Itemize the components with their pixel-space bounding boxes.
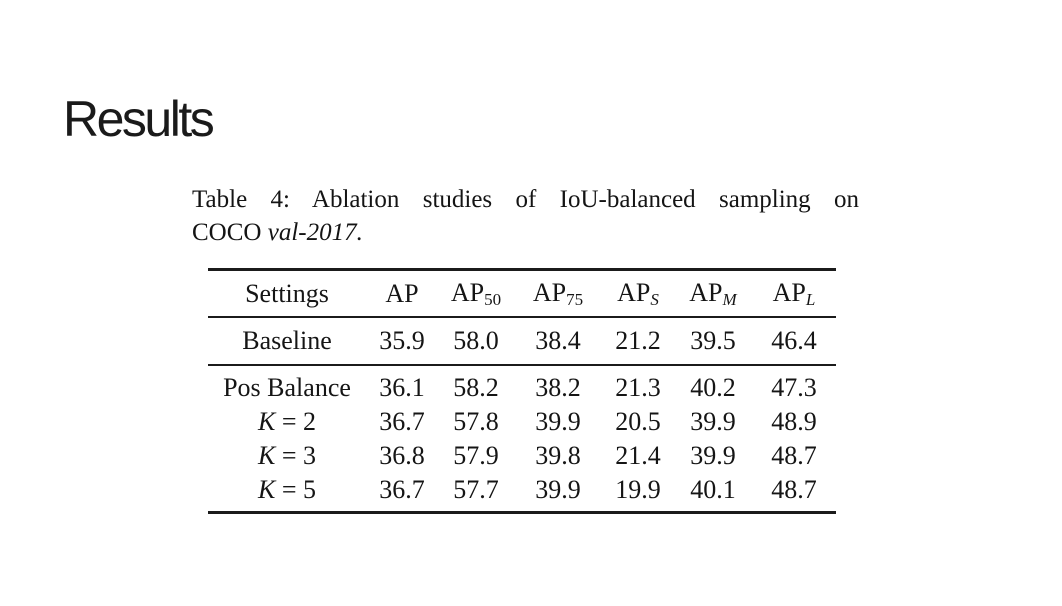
header-label: AP <box>689 277 723 307</box>
header-subscript: 75 <box>566 289 584 309</box>
header-label: AP <box>617 277 651 307</box>
table-cell: 40.2 <box>690 373 736 402</box>
caption-line-1: Table 4: Ablation studies of IoU-balance… <box>192 186 859 213</box>
table-cell: 35.9 <box>366 317 438 366</box>
table-cell: 48.9 <box>771 407 817 436</box>
table-cell: 36.7 <box>379 475 425 504</box>
header-subscript: 50 <box>484 289 502 309</box>
row-label-var: K <box>257 475 276 504</box>
table-cell: 57.9 <box>453 441 499 470</box>
table-cell: 39.9 <box>690 441 736 470</box>
row-label-text: Pos Balance <box>223 373 351 402</box>
row-label: K = 2 <box>208 405 366 439</box>
slide-title: Results <box>63 90 215 147</box>
row-label: K = 3 <box>208 439 366 473</box>
caption-dataset-split: val-2017. <box>267 218 363 246</box>
table-cell: 39.9 <box>535 407 581 436</box>
variants-section: Pos Balance 36.1 58.2 38.2 21.3 40.2 47.… <box>208 365 836 513</box>
column-header-ap50: AP50 <box>438 269 514 318</box>
row-label-var: K <box>257 441 276 470</box>
header-label: AP <box>385 278 419 308</box>
table-row-k5: K = 5 36.7 57.7 39.9 19.9 40.1 48.7 <box>208 473 836 513</box>
header-subscript: L <box>805 289 816 309</box>
column-header-ap-m: APM <box>674 269 752 318</box>
table-cell: 36.7 <box>379 407 425 436</box>
row-label-text: = 2 <box>275 407 316 436</box>
header-subscript: M <box>722 289 737 309</box>
row-label-text: = 5 <box>275 475 316 504</box>
table-cell: 39.9 <box>690 407 736 436</box>
column-header-ap-l: APL <box>752 269 836 318</box>
table-caption: Table 4: Ablation studies of IoU-balance… <box>192 184 859 249</box>
table-cell: 21.2 <box>602 317 674 366</box>
table-cell: 48.7 <box>771 475 817 504</box>
column-header-ap75: AP75 <box>514 269 602 318</box>
column-header-ap-s: APS <box>602 269 674 318</box>
table-cell: 21.3 <box>615 373 661 402</box>
header-label: AP <box>772 277 806 307</box>
table-cell: 21.4 <box>615 441 661 470</box>
table-row-k3: K = 3 36.8 57.9 39.8 21.4 39.9 48.7 <box>208 439 836 473</box>
row-label-text: Baseline <box>242 326 332 355</box>
table-cell: 39.5 <box>674 317 752 366</box>
table-cell: 57.7 <box>453 475 499 504</box>
header-subscript: S <box>650 289 659 309</box>
table-row-k2: K = 2 36.7 57.8 39.9 20.5 39.9 48.9 <box>208 405 836 439</box>
table-cell: 57.8 <box>453 407 499 436</box>
table-cell: 39.8 <box>535 441 581 470</box>
row-label: Pos Balance <box>208 365 366 405</box>
table-cell: 46.4 <box>752 317 836 366</box>
row-label: K = 5 <box>208 473 366 513</box>
caption-dataset-name: COCO <box>192 218 268 246</box>
table-row-pos-balance: Pos Balance 36.1 58.2 38.2 21.3 40.2 47.… <box>208 365 836 405</box>
table-cell: 38.2 <box>535 373 581 402</box>
table-cell: 48.7 <box>771 441 817 470</box>
table-cell: 47.3 <box>771 373 817 402</box>
header-label: Settings <box>245 278 329 308</box>
table-cell: 19.9 <box>615 475 661 504</box>
row-label-text: = 3 <box>275 441 316 470</box>
table-cell: 58.2 <box>453 373 499 402</box>
table-cell: 40.1 <box>690 475 736 504</box>
table-cell: 36.8 <box>379 441 425 470</box>
header-row: Settings AP AP50 AP75 APS APM APL <box>208 269 836 318</box>
table-cell: 58.0 <box>438 317 514 366</box>
ablation-results-table: Settings AP AP50 AP75 APS APM APL Baseli… <box>208 268 836 514</box>
table-cell: 39.9 <box>535 475 581 504</box>
table-cell: 36.1 <box>379 373 425 402</box>
row-label-var: K <box>257 407 276 436</box>
header-label: AP <box>532 277 567 307</box>
column-header-settings: Settings <box>208 269 366 318</box>
column-header-ap: AP <box>366 269 438 318</box>
table-row-baseline: Baseline 35.9 58.0 38.4 21.2 39.5 46.4 <box>208 317 836 366</box>
header-label: AP <box>450 277 485 307</box>
table-cell: 20.5 <box>615 407 661 436</box>
table-cell: 38.4 <box>514 317 602 366</box>
table-header: Settings AP AP50 AP75 APS APM APL <box>208 269 836 318</box>
baseline-section: Baseline 35.9 58.0 38.4 21.2 39.5 46.4 <box>208 317 836 366</box>
caption-line-2: COCO val-2017. <box>192 217 859 250</box>
row-label: Baseline <box>208 317 366 366</box>
